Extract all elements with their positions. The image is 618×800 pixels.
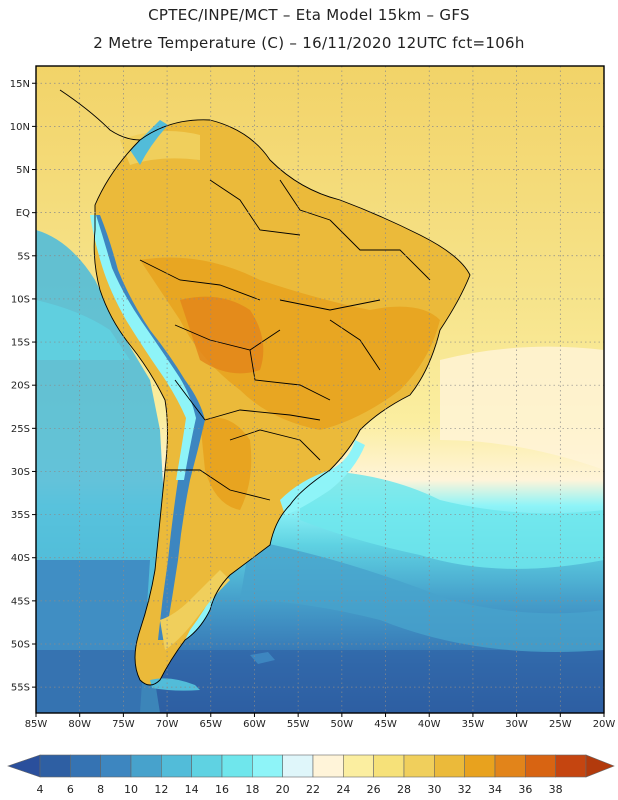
lat-tick-label: 15N [10, 79, 30, 90]
andes-cold-band [92, 215, 205, 640]
colorbar-label: 6 [67, 783, 74, 796]
tierra-del-fuego [150, 678, 200, 691]
lon-tick-label: 40W [418, 719, 441, 730]
colorbar-label: 16 [215, 783, 229, 796]
colorbar-swatch [70, 754, 101, 778]
colorbar-swatch [464, 754, 496, 778]
colorbar-label: 12 [154, 783, 168, 796]
latitude-axis: 15N 10N 5N EQ 5S 10S 15S 20S 25S 30S 35S 40S 45S 50S 5… [10, 79, 36, 694]
colorbar-swatch [373, 754, 405, 778]
lat-tick-label: EQ [16, 208, 30, 219]
lat-tick-label: 20S [11, 381, 30, 392]
colorbar-swatch [221, 754, 253, 778]
lat-tick-label: 35S [11, 510, 30, 521]
colorbar-swatch [161, 754, 192, 778]
colorbar-swatch [282, 754, 314, 778]
falklands [250, 652, 275, 664]
lon-tick-label: 80W [68, 719, 91, 730]
map-title-line2: 2 Metre Temperature (C) – 16/11/2020 12U… [93, 34, 525, 52]
colorbar-swatch [403, 754, 435, 778]
lat-tick-label: 25S [11, 424, 30, 435]
colorbar-label: 10 [124, 783, 138, 796]
lat-tick-label: 15S [11, 338, 30, 349]
lat-tick-label: 10S [11, 294, 30, 305]
colorbar-swatch [434, 754, 465, 778]
colorbar-label: 32 [458, 783, 472, 796]
lat-tick-label: 50S [11, 639, 30, 650]
colorbar-label: 14 [185, 783, 199, 796]
lat-tick-label: 30S [11, 467, 30, 478]
graticule [36, 66, 604, 713]
colorbar-swatch [130, 754, 162, 778]
colorbar-label: 26 [367, 783, 381, 796]
colorbar-swatch [343, 754, 374, 778]
lon-tick-label: 45W [374, 719, 397, 730]
lon-tick-label: 70W [156, 719, 179, 730]
colorbar-label: 36 [518, 783, 532, 796]
colorbar-swatch [525, 754, 556, 778]
colorbar-low-arrow [7, 754, 41, 778]
lon-tick-label: 85W [25, 719, 48, 730]
lon-tick-label: 60W [243, 719, 266, 730]
colorbar-label: 18 [245, 783, 259, 796]
lon-tick-label: 55W [287, 719, 310, 730]
map-title-line1: CPTEC/INPE/MCT – Eta Model 15km – GFS [148, 6, 470, 24]
colorbar-high-arrow [585, 754, 615, 778]
lon-tick-label: 20W [593, 719, 616, 730]
longitude-axis: 85W 80W 75W 70W 65W 60W 55W 50W 45W 40W 35W 30W 25W 2… [25, 713, 616, 730]
colorbar-swatch [100, 754, 132, 778]
colorbar-swatch [191, 754, 223, 778]
lon-tick-label: 50W [331, 719, 354, 730]
lat-tick-label: 40S [11, 553, 30, 564]
lat-tick-label: 5S [17, 251, 30, 262]
colorbar-label: 20 [276, 783, 290, 796]
lat-tick-label: 5N [16, 165, 30, 176]
colorbar-label: 30 [427, 783, 441, 796]
lat-tick-label: 10N [10, 122, 30, 133]
colorbar-label: 8 [97, 783, 104, 796]
colorbar-label: 34 [488, 783, 502, 796]
colorbar-swatch [252, 754, 283, 778]
lon-tick-label: 25W [549, 719, 572, 730]
colorbar-label: 4 [37, 783, 44, 796]
colorbar: 4 6 8 10 12 14 16 18 20 22 24 26 28 30 32 34 36 38 [7, 754, 615, 796]
colorbar-swatch [494, 754, 526, 778]
lat-tick-label: 45S [11, 596, 30, 607]
lat-tick-label: 55S [11, 683, 30, 694]
colorbar-label: 22 [306, 783, 320, 796]
lon-tick-label: 65W [199, 719, 222, 730]
colorbar-swatch [555, 754, 587, 778]
map-frame [35, 65, 605, 714]
lon-tick-label: 35W [462, 719, 485, 730]
country-borders [59, 89, 471, 686]
lon-tick-label: 75W [112, 719, 135, 730]
colorbar-swatch [312, 754, 344, 778]
colorbar-label: 38 [549, 783, 563, 796]
colorbar-label: 28 [397, 783, 411, 796]
lon-tick-label: 30W [505, 719, 528, 730]
colorbar-swatch [39, 754, 71, 778]
colorbar-label: 24 [336, 783, 350, 796]
temperature-field [36, 66, 604, 713]
